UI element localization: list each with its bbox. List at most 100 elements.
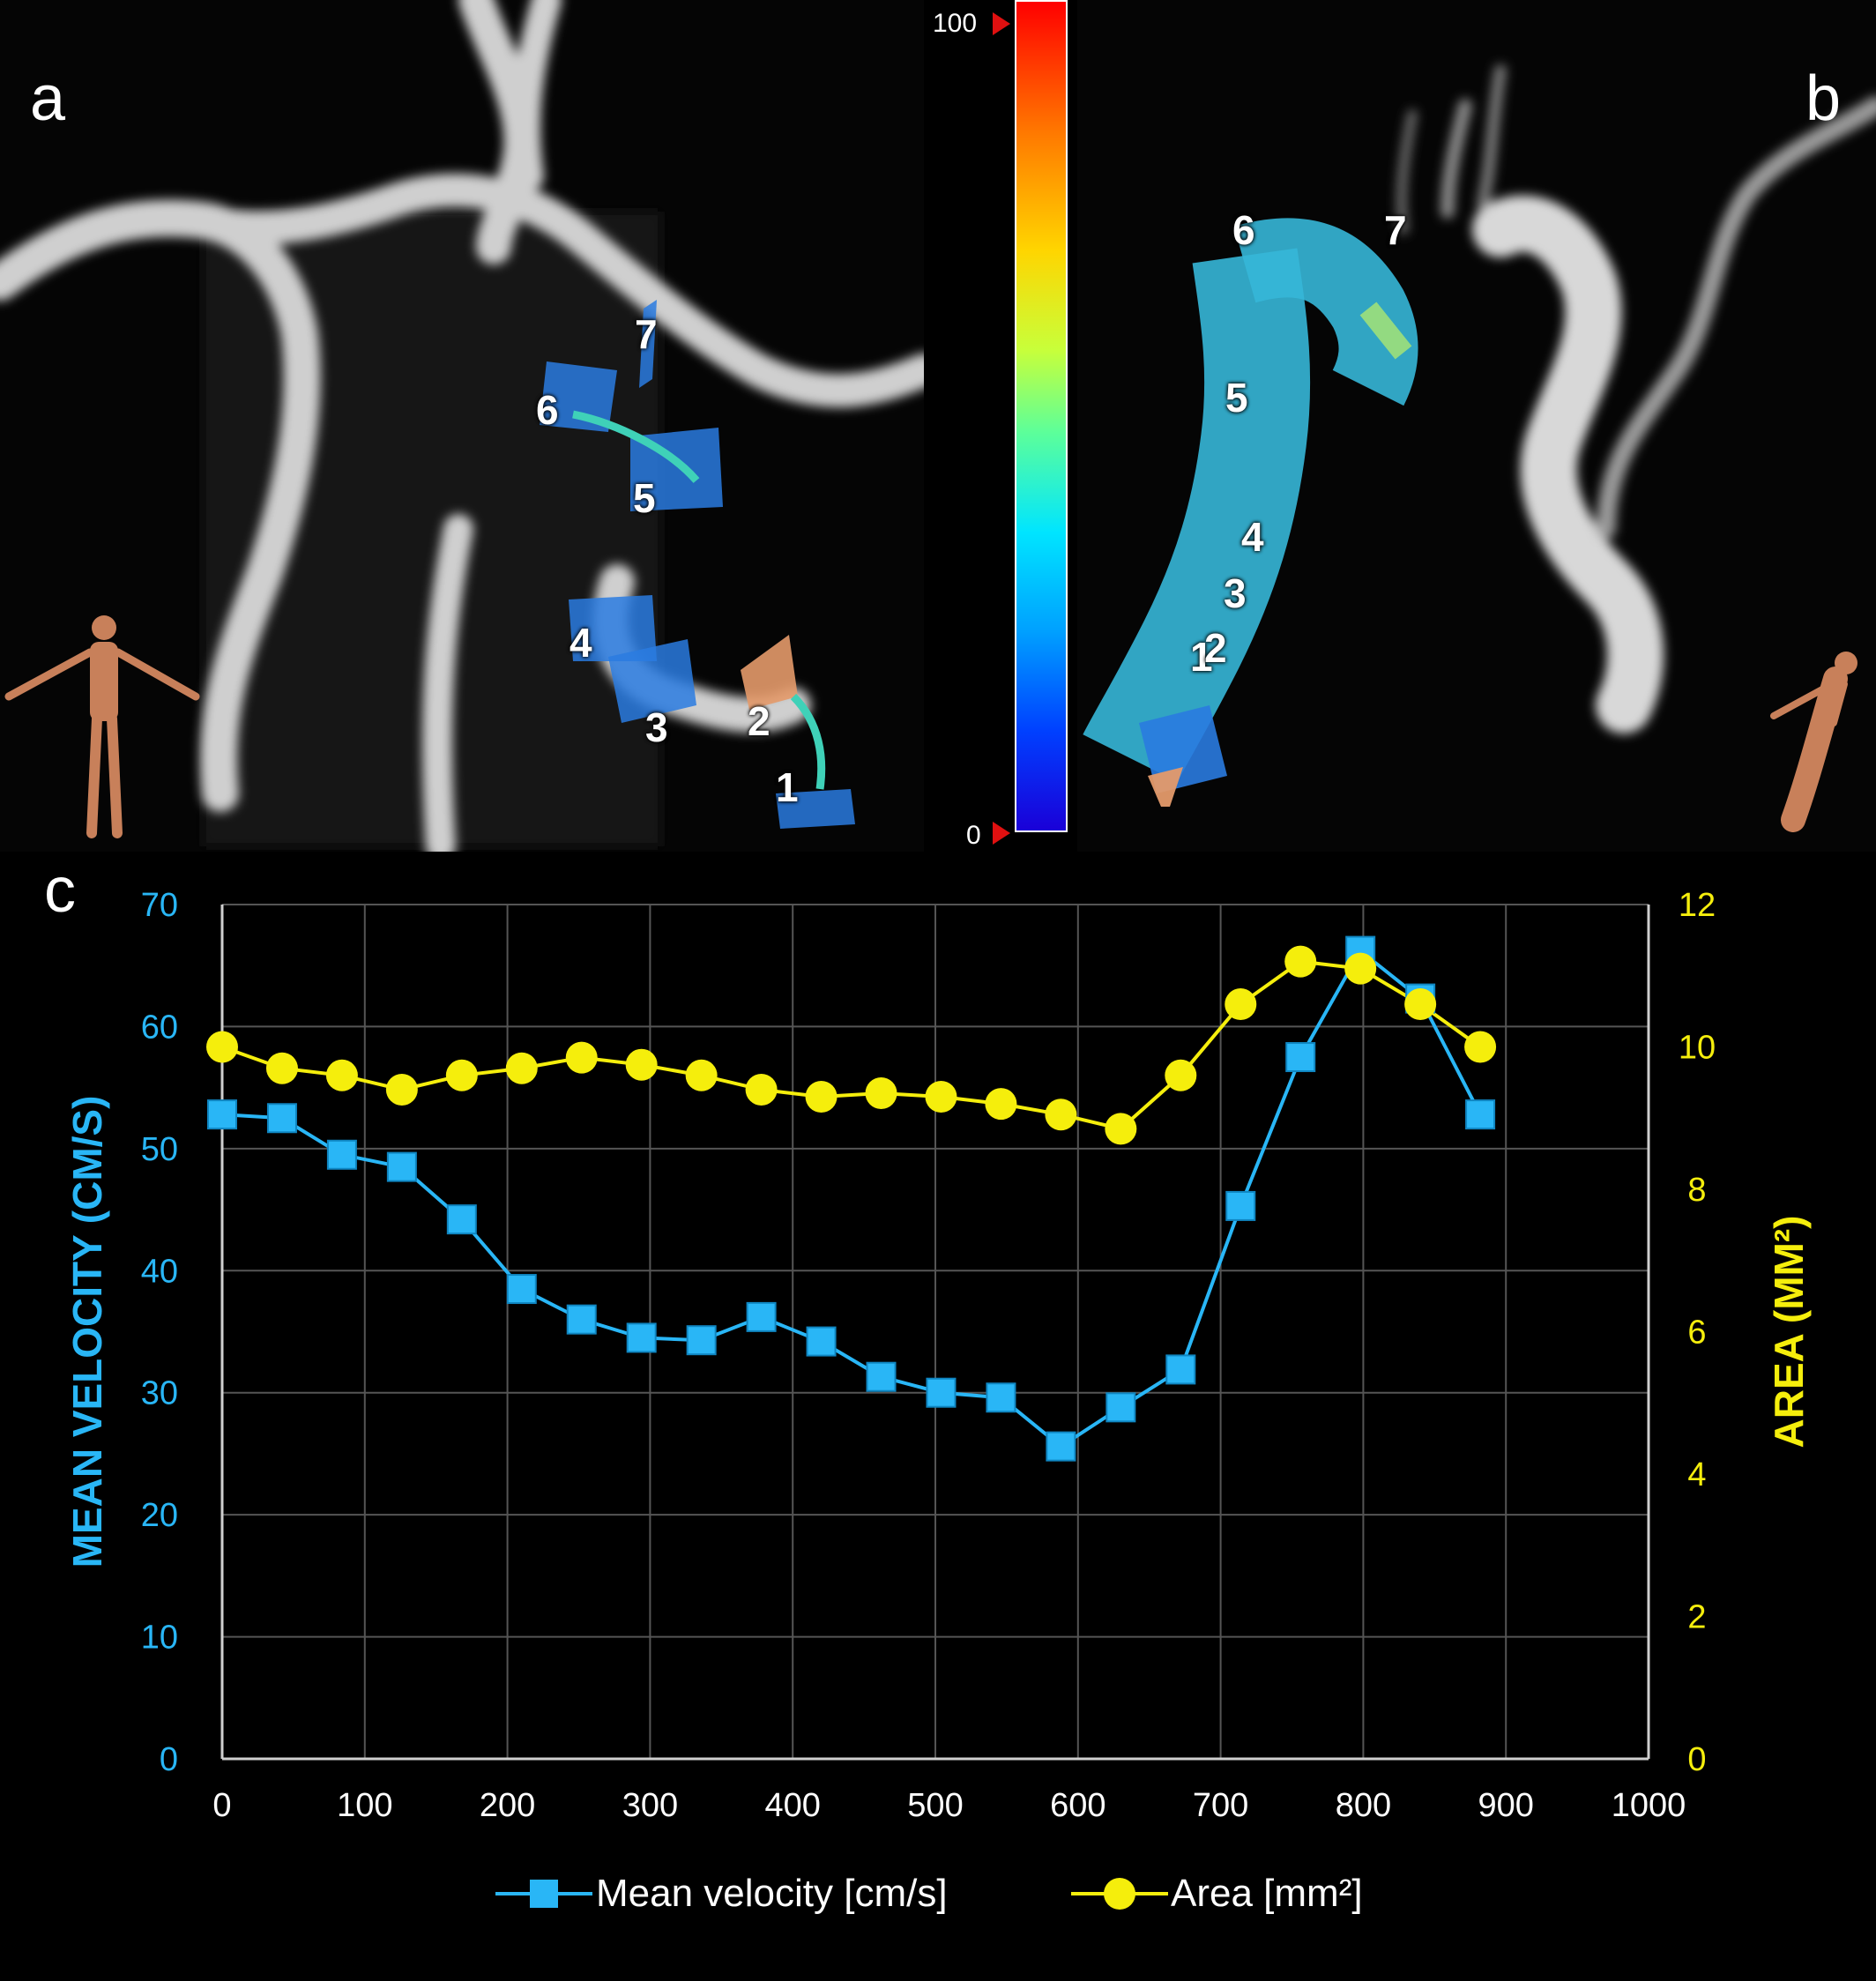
panel-b-label-2: 2 xyxy=(1204,625,1227,671)
y-tick-label: 10 xyxy=(141,1620,178,1657)
legend-area-label: Area [mm²] xyxy=(1171,1872,1363,1915)
y2-tick-label: 6 xyxy=(1687,1314,1706,1352)
legend-area-marker xyxy=(1104,1878,1135,1910)
velocity-point xyxy=(686,1325,717,1356)
area-point xyxy=(1284,945,1317,978)
x-tick-label: 400 xyxy=(764,1787,820,1824)
velocity-line xyxy=(221,948,1482,1449)
velocity-colorbar xyxy=(1015,0,1068,832)
x-tick-label: 1000 xyxy=(1612,1787,1686,1824)
panel-a-label-4: 4 xyxy=(570,620,592,666)
panel-a-angiogram xyxy=(0,0,924,852)
panel-b-label-6: 6 xyxy=(1232,207,1255,253)
velocity-point xyxy=(386,1151,417,1182)
panel-b-letter: b xyxy=(1805,63,1842,134)
velocity-point xyxy=(1285,1042,1316,1073)
velocity-point xyxy=(266,1103,297,1134)
y-axis-title: MEAN VELOCITY (CM/S) xyxy=(64,1096,110,1568)
area-point xyxy=(206,1031,238,1063)
y-tick-label: 20 xyxy=(141,1497,178,1534)
velocity-point xyxy=(1465,1099,1496,1130)
y2-tick-label: 10 xyxy=(1679,1030,1716,1067)
y-tick-label: 0 xyxy=(160,1741,178,1778)
area-point xyxy=(1344,952,1377,985)
area-point xyxy=(1464,1031,1497,1063)
area-point xyxy=(325,1059,358,1091)
panel-b-image: b 1 2 3 4 5 6 7 xyxy=(1077,0,1876,852)
area-point xyxy=(625,1048,658,1081)
y-tick-label: 40 xyxy=(141,1253,178,1290)
area-point xyxy=(1045,1098,1077,1131)
y-tick-label: 70 xyxy=(141,887,178,924)
area-point xyxy=(505,1052,538,1084)
x-tick-label: 700 xyxy=(1193,1787,1248,1824)
body-orientation-figure-b xyxy=(1770,652,1857,832)
y2-tick-label: 8 xyxy=(1687,1172,1706,1209)
velocity-point xyxy=(506,1274,537,1305)
panel-a-label-2: 2 xyxy=(748,698,770,744)
velocity-point xyxy=(326,1139,357,1170)
velocity-point xyxy=(866,1361,897,1392)
x-tick-label: 800 xyxy=(1336,1787,1391,1824)
y-tick-label: 60 xyxy=(141,1009,178,1046)
area-line xyxy=(221,959,1482,1131)
x-tick-label: 500 xyxy=(907,1787,963,1824)
x-tick-label: 100 xyxy=(337,1787,392,1824)
velocity-point xyxy=(566,1304,597,1335)
x-tick-label: 300 xyxy=(622,1787,678,1824)
velocity-point xyxy=(626,1322,657,1353)
y-tick-label: 50 xyxy=(141,1131,178,1168)
area-point xyxy=(385,1073,418,1106)
velocity-point xyxy=(1046,1431,1076,1462)
panel-a-label-7: 7 xyxy=(635,311,658,357)
y2-tick-label: 4 xyxy=(1687,1456,1706,1493)
panel-c-letter: c xyxy=(44,855,76,926)
area-point xyxy=(985,1088,1017,1121)
velocity-point xyxy=(1225,1190,1256,1221)
panel-a-label-1: 1 xyxy=(776,764,799,810)
area-point xyxy=(1225,988,1257,1021)
velocity-point xyxy=(446,1204,477,1235)
panel-a-label-6: 6 xyxy=(536,387,559,433)
colorbar-max-arrow xyxy=(993,12,1010,35)
colorbar-min-arrow xyxy=(993,822,1010,845)
panel-b-label-4: 4 xyxy=(1241,514,1264,560)
area-point xyxy=(865,1076,897,1109)
panel-b-flow-tube xyxy=(1083,218,1418,807)
area-point xyxy=(1165,1059,1197,1091)
y2-tick-label: 2 xyxy=(1687,1599,1706,1636)
area-point xyxy=(1105,1113,1137,1145)
y2-axis-title: AREA (MM²) xyxy=(1766,1215,1812,1448)
panel-b-label-5: 5 xyxy=(1225,375,1248,421)
y2-tick-label: 12 xyxy=(1679,887,1716,924)
panel-b-label-3: 3 xyxy=(1224,570,1247,616)
panel-b-label-1: 1 xyxy=(1190,634,1213,680)
colorbar-min-label: 0 xyxy=(966,821,981,850)
area-point xyxy=(265,1052,298,1084)
x-tick-label: 900 xyxy=(1478,1787,1533,1824)
velocity-point xyxy=(806,1326,837,1357)
colorbar-max-label: 100 xyxy=(933,9,978,38)
panel-a-roi-planes xyxy=(540,300,855,829)
area-point xyxy=(565,1041,598,1074)
panel-a-letter: a xyxy=(30,63,66,134)
velocity-point xyxy=(746,1301,777,1332)
area-point xyxy=(745,1073,778,1106)
legend-velocity-label: Mean velocity [cm/s] xyxy=(596,1872,948,1915)
velocity-point xyxy=(1165,1354,1196,1385)
y-tick-label: 30 xyxy=(141,1375,178,1412)
panel-b-label-7: 7 xyxy=(1384,207,1407,253)
area-point xyxy=(1404,988,1437,1021)
area-point xyxy=(805,1081,838,1113)
velocity-point xyxy=(986,1382,1016,1413)
velocity-point xyxy=(926,1377,957,1408)
x-tick-label: 200 xyxy=(480,1787,535,1824)
x-tick-label: 0 xyxy=(212,1787,231,1824)
panel-c-chart: c 0 100 200 300 400 500 600 700 800 900 1000 0 10 20 3… xyxy=(0,846,1876,1977)
velocity-point xyxy=(1106,1392,1136,1423)
legend-velocity-marker xyxy=(530,1880,558,1908)
body-orientation-figure-a xyxy=(4,615,200,838)
panel-a-label-3: 3 xyxy=(645,704,668,750)
velocity-point xyxy=(207,1099,237,1130)
x-tick-label: 600 xyxy=(1050,1787,1106,1824)
